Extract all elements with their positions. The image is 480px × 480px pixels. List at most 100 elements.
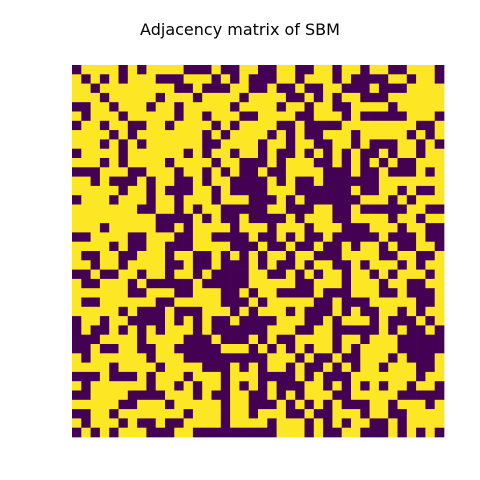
- matrix-cell-13-30: [351, 185, 361, 196]
- matrix-cell-32-8: [146, 362, 157, 373]
- matrix-cell-16-5: [118, 213, 129, 224]
- matrix-cell-15-27: [323, 204, 333, 215]
- matrix-cell-39-1: [81, 427, 91, 438]
- matrix-cell-5-33: [378, 111, 389, 122]
- matrix-cell-24-16: [220, 288, 231, 298]
- matrix-cell-3-22: [276, 92, 287, 103]
- matrix-cell-10-4: [109, 158, 119, 168]
- matrix-cell-21-33: [378, 260, 389, 270]
- matrix-cell-21-27: [323, 260, 333, 270]
- matrix-cell-7-29: [341, 130, 352, 140]
- matrix-cell-22-36: [406, 269, 417, 280]
- matrix-cell-20-3: [99, 251, 110, 261]
- matrix-cell-0-30: [351, 65, 361, 75]
- matrix-cell-27-31: [360, 316, 370, 326]
- matrix-cell-27-11: [174, 316, 184, 326]
- matrix-cell-36-11: [174, 399, 184, 410]
- matrix-cell-0-14: [202, 65, 212, 75]
- matrix-cell-12-30: [351, 176, 361, 187]
- matrix-cell-17-11: [174, 223, 184, 233]
- matrix-cell-7-19: [248, 130, 259, 140]
- matrix-cell-34-1: [81, 381, 91, 391]
- matrix-cell-14-1: [81, 195, 91, 205]
- matrix-cell-8-19: [248, 139, 259, 150]
- matrix-cell-26-11: [174, 306, 184, 317]
- matrix-cell-28-3: [99, 325, 110, 336]
- matrix-cell-22-5: [118, 269, 129, 280]
- matrix-cell-5-2: [90, 111, 101, 122]
- matrix-cell-2-28: [332, 83, 343, 94]
- matrix-cell-0-32: [369, 65, 380, 75]
- matrix-cell-7-26: [313, 130, 324, 140]
- matrix-cell-12-29: [341, 176, 352, 187]
- matrix-cell-3-8: [146, 92, 157, 103]
- matrix-cell-24-28: [332, 288, 343, 298]
- matrix-cell-35-20: [258, 390, 268, 401]
- matrix-cell-29-13: [192, 334, 203, 345]
- matrix-cell-26-8: [146, 306, 157, 317]
- matrix-cell-6-39: [434, 120, 445, 131]
- matrix-cell-11-14: [202, 167, 212, 177]
- matrix-cell-20-22: [276, 251, 287, 261]
- matrix-cell-14-38: [425, 195, 436, 205]
- matrix-cell-35-0: [72, 390, 82, 401]
- matrix-cell-13-25: [304, 185, 315, 196]
- matrix-cell-28-17: [230, 325, 240, 336]
- matrix-cell-32-24: [295, 362, 305, 373]
- matrix-cell-6-7: [137, 120, 147, 131]
- matrix-cell-22-8: [146, 269, 157, 280]
- matrix-cell-26-9: [155, 306, 166, 317]
- matrix-cell-2-25: [304, 83, 315, 94]
- matrix-cell-19-19: [248, 241, 259, 252]
- matrix-cell-25-27: [323, 297, 333, 308]
- matrix-cell-31-38: [425, 353, 436, 363]
- matrix-cell-35-7: [137, 390, 147, 401]
- matrix-cell-31-4: [109, 353, 119, 363]
- matrix-cell-24-20: [258, 288, 268, 298]
- matrix-cell-10-17: [230, 158, 240, 168]
- matrix-cell-28-38: [425, 325, 436, 336]
- matrix-cell-22-27: [323, 269, 333, 280]
- matrix-cell-18-9: [155, 232, 166, 243]
- matrix-cell-37-39: [434, 409, 445, 419]
- matrix-cell-20-25: [304, 251, 315, 261]
- matrix-cell-29-1: [81, 334, 91, 345]
- matrix-cell-13-4: [109, 185, 119, 196]
- matrix-cell-15-36: [406, 204, 417, 215]
- matrix-cell-2-38: [425, 83, 436, 94]
- matrix-cell-36-33: [378, 399, 389, 410]
- matrix-cell-27-4: [109, 316, 119, 326]
- matrix-cell-20-4: [109, 251, 119, 261]
- matrix-cell-21-1: [81, 260, 91, 270]
- matrix-cell-14-30: [351, 195, 361, 205]
- matrix-cell-27-38: [425, 316, 436, 326]
- matrix-cell-28-2: [90, 325, 101, 336]
- matrix-cell-8-6: [127, 139, 138, 150]
- matrix-cell-27-19: [248, 316, 259, 326]
- matrix-cell-35-27: [323, 390, 333, 401]
- matrix-cell-9-38: [425, 148, 436, 159]
- matrix-cell-15-21: [267, 204, 277, 215]
- matrix-cell-24-35: [397, 288, 408, 298]
- matrix-cell-28-8: [146, 325, 157, 336]
- matrix-cell-25-5: [118, 297, 129, 308]
- matrix-cell-38-7: [137, 418, 147, 429]
- matrix-cell-15-26: [313, 204, 324, 215]
- matrix-cell-13-2: [90, 185, 101, 196]
- matrix-cell-36-18: [239, 399, 250, 410]
- matrix-cell-19-10: [165, 241, 175, 252]
- matrix-cell-0-0: [72, 65, 82, 75]
- matrix-cell-9-31: [360, 148, 370, 159]
- matrix-cell-26-24: [295, 306, 305, 317]
- matrix-cell-8-23: [285, 139, 296, 150]
- matrix-cell-19-9: [155, 241, 166, 252]
- matrix-cell-7-3: [99, 130, 110, 140]
- matrix-cell-27-8: [146, 316, 157, 326]
- matrix-cell-6-25: [304, 120, 315, 131]
- matrix-cell-33-23: [285, 371, 296, 382]
- matrix-cell-30-2: [90, 344, 101, 354]
- matrix-cell-31-25: [304, 353, 315, 363]
- matrix-cell-26-33: [378, 306, 389, 317]
- matrix-cell-0-9: [155, 65, 166, 75]
- matrix-cell-16-19: [248, 213, 259, 224]
